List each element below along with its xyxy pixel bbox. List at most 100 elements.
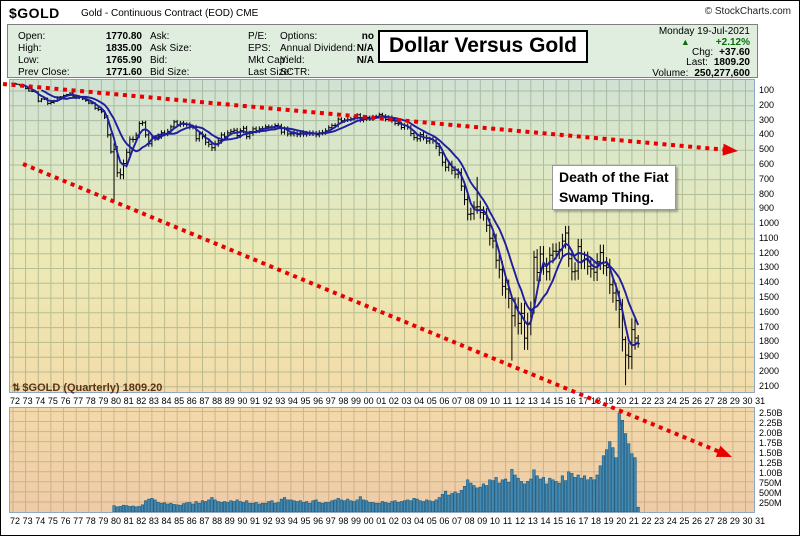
volume-bar [238, 501, 242, 512]
volume-bar [320, 502, 324, 512]
year-tick-label: 26 [692, 516, 703, 526]
volume-bar [601, 455, 606, 512]
volume-bar [163, 502, 167, 512]
quote-value: 1765.90 [105, 55, 142, 66]
volume-bar [595, 474, 599, 512]
volume-bar [308, 502, 312, 512]
volume-chart-svg [10, 408, 754, 512]
volume-tick-label: 1.00B [759, 467, 783, 478]
volume-bar [510, 469, 514, 512]
year-tick-label: 00 [363, 516, 374, 526]
volume-bar [153, 499, 157, 512]
year-tick-label: 25 [679, 516, 690, 526]
volume-bar [339, 499, 343, 512]
quote-label: Open: [18, 31, 46, 42]
quote-row: Last: 1809.20 [580, 57, 750, 68]
chart-legend: ⇅ $GOLD (Quarterly) 1809.20 [12, 382, 162, 394]
quote-label: Last Size: [248, 67, 292, 78]
volume-bar [393, 500, 397, 512]
volume-bar [181, 503, 186, 512]
volume-bar [257, 503, 261, 512]
quote-row: Options: no [280, 31, 374, 43]
quote-label: Ask Size: [150, 43, 192, 54]
quote-row: Volume: 250,277,600 [580, 68, 750, 79]
volume-bar [387, 502, 391, 512]
copyright: © StockCharts.com [704, 6, 791, 17]
year-tick-label: 73 [22, 516, 33, 526]
year-tick-label: 95 [300, 516, 311, 526]
volume-bar [434, 499, 438, 512]
moving-average-line [40, 89, 640, 326]
volume-bar [289, 499, 293, 512]
volume-bar [336, 498, 340, 512]
volume-bar [535, 475, 539, 512]
volume-bar [504, 478, 508, 512]
price-tick-label: 1200 [759, 247, 780, 258]
year-tick-label: 90 [237, 516, 248, 526]
price-tick-label: 600 [759, 158, 775, 169]
year-tick-label: 30 [742, 516, 753, 526]
volume-bar [428, 500, 432, 512]
volume-bar [384, 502, 388, 512]
year-tick-label: 16 [565, 516, 576, 526]
year-tick-label: 14 [540, 516, 551, 526]
volume-bar [560, 475, 564, 512]
volume-bar [342, 500, 347, 512]
volume-bar [548, 477, 552, 512]
volume-bar [377, 502, 381, 512]
quote-row: Ask: [150, 31, 240, 43]
year-tick-label: 23 [654, 516, 665, 526]
price-tick-label: 700 [759, 173, 775, 184]
year-tick-label: 17 [578, 516, 589, 526]
volume-bar [472, 485, 476, 512]
price-tick-label: 900 [759, 203, 775, 214]
year-tick-label: 77 [73, 516, 84, 526]
x-axis-years-volume: 72 73 74 75 76 77 78 79 80 81 82 83 84 85 86 87 88 89 90 91… [9, 514, 765, 527]
percent-change: +2.12% [715, 37, 750, 49]
year-tick-label: 08 [464, 516, 475, 526]
volume-bar [444, 490, 448, 512]
quote-row: EPS: [248, 43, 340, 55]
volume-bar [491, 480, 495, 512]
volume-bar [254, 502, 258, 512]
volume-bar [270, 500, 274, 512]
volume-bar [185, 502, 189, 512]
quote-col-fundamentals: P/E: EPS: Mkt Cap: Last Size: [248, 31, 340, 79]
volume-bar [365, 500, 369, 512]
volume-bar [450, 493, 454, 512]
year-tick-label: 99 [350, 516, 361, 526]
year-tick-label: 27 [704, 516, 715, 526]
volume-bar [156, 502, 160, 512]
price-tick-label: 1600 [759, 306, 780, 317]
year-tick-label: 94 [287, 516, 298, 526]
quote-last-trade-block: Monday 19-Jul-2021 ▲ +2.12% Chg: +37.60 Las… [580, 26, 750, 79]
year-tick-label: 81 [123, 516, 134, 526]
volume-bar [481, 483, 486, 512]
volume-bar [226, 502, 230, 512]
volume-bar [235, 499, 239, 512]
volume-bar [150, 498, 154, 512]
volume-bar [488, 479, 492, 512]
volume-bar [500, 479, 504, 512]
volume-bar [292, 500, 296, 512]
price-tick-label: 1700 [759, 321, 780, 332]
volume-bar [298, 500, 302, 512]
chart-legend-text: $GOLD (Quarterly) 1809.20 [22, 382, 163, 394]
price-tick-label: 2000 [759, 366, 780, 376]
volume-bar [358, 496, 362, 512]
price-tick-label: 200 [759, 99, 775, 110]
quote-value: 1835.00 [105, 43, 142, 54]
quote-label: Options: [280, 31, 318, 42]
year-tick-label: 87 [199, 516, 210, 526]
volume-bar [459, 490, 463, 512]
volume-bar [361, 499, 366, 512]
volume-bar [355, 499, 359, 512]
quote-label: SCTR: [280, 67, 310, 78]
volume-tick-label: 500M [759, 487, 782, 498]
volume-bar [194, 501, 198, 512]
quote-label: Yield: [280, 55, 305, 66]
year-tick-label: 20 [616, 516, 627, 526]
price-tick-label: 400 [759, 129, 775, 140]
volume-bar [437, 497, 441, 512]
volume-bar [248, 502, 252, 512]
